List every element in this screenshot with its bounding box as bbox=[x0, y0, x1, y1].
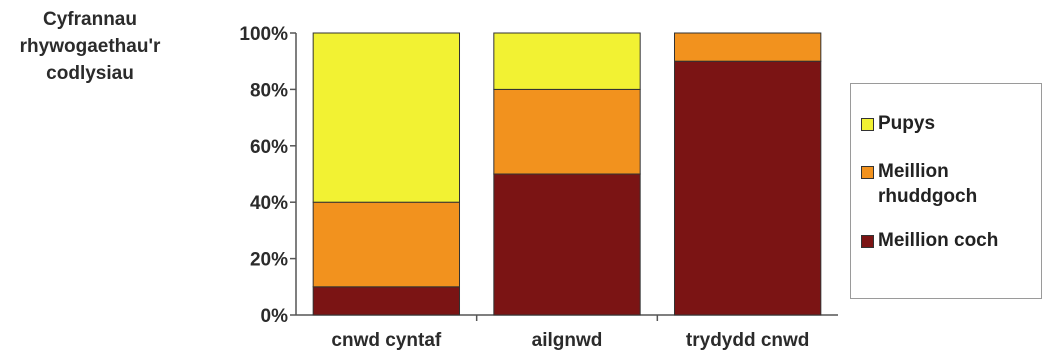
legend-item: Meillion rhuddgoch bbox=[861, 159, 977, 209]
y-axis-title-line: codlysiau bbox=[46, 63, 134, 84]
legend-swatch bbox=[861, 166, 874, 179]
legend-swatch bbox=[861, 118, 874, 131]
y-axis-title: Cyfrannau rhywogaethau'r codlysiau bbox=[0, 6, 180, 87]
bar-segment bbox=[493, 173, 641, 316]
x-tick-label: ailgnwd bbox=[532, 330, 603, 351]
legend-label: Pupys bbox=[878, 113, 936, 134]
y-tick-label: 20% bbox=[250, 250, 288, 271]
legend-item: Pupys bbox=[861, 111, 935, 136]
y-axis-title-line: Cyfrannau bbox=[43, 9, 137, 30]
bar-segment bbox=[673, 32, 822, 62]
y-tick-label: 60% bbox=[250, 137, 288, 158]
legend-item: Meillion coch bbox=[861, 228, 998, 253]
bar-segment bbox=[312, 201, 461, 288]
bar-segment bbox=[312, 286, 461, 316]
bar-segment bbox=[493, 32, 641, 90]
bar-segment bbox=[493, 88, 641, 175]
bar-segment bbox=[673, 60, 822, 316]
y-axis-title-line: rhywogaethau'r bbox=[19, 36, 161, 57]
x-tick-label: cnwd cyntaf bbox=[331, 330, 441, 351]
legend-label: Meillion coch bbox=[878, 230, 999, 251]
bar-segment bbox=[312, 32, 461, 203]
y-tick-label: 40% bbox=[250, 193, 288, 214]
y-tick-label: 80% bbox=[250, 80, 288, 101]
y-tick-label: 100% bbox=[239, 24, 288, 45]
legend: Pupys Meillion rhuddgoch Meillion coch bbox=[850, 83, 1042, 299]
legend-label: Meillion rhuddgoch bbox=[878, 161, 978, 207]
y-tick-label: 0% bbox=[261, 306, 289, 327]
legend-swatch bbox=[861, 235, 874, 248]
x-tick-label: trydydd cnwd bbox=[686, 330, 810, 351]
